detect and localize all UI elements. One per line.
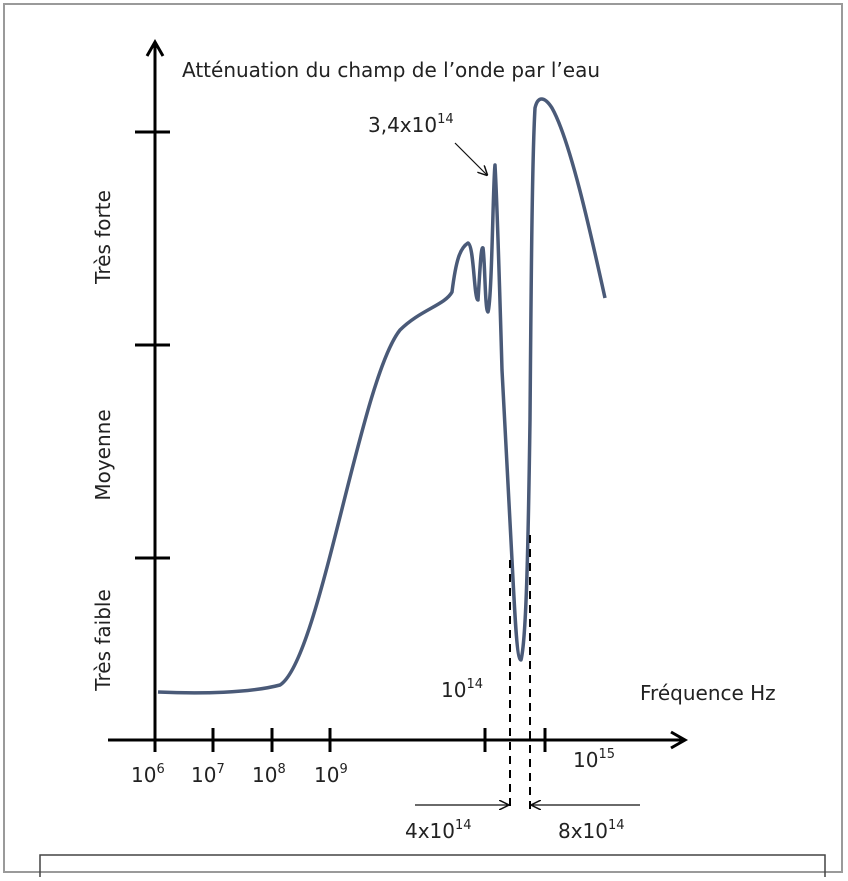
exponent: 14 [455, 818, 472, 833]
x-tick-label: 107 [191, 762, 225, 787]
exponent: 9 [339, 762, 347, 777]
base: 4x10 [405, 819, 455, 843]
x-tick-label: 1015 [573, 747, 615, 772]
x-tick-label: 109 [314, 762, 348, 787]
y-label: Moyenne [91, 409, 115, 500]
base: 10 [314, 763, 339, 787]
exponent: 14 [437, 112, 454, 127]
annotation: 8x1014 [558, 818, 625, 843]
y-label: Très faible [91, 589, 115, 692]
x-axis-label: Fréquence Hz [640, 681, 776, 705]
exponent: 6 [156, 762, 164, 777]
base: 10 [191, 763, 216, 787]
base: 10 [252, 763, 277, 787]
x-tick-label: 1014 [441, 677, 483, 702]
lower-box [39, 854, 826, 877]
base: 8x10 [558, 819, 608, 843]
x-ticks [153, 728, 547, 752]
attenuation-curve [157, 97, 607, 695]
exponent: 14 [466, 677, 483, 692]
arrow [454, 142, 487, 175]
y-ticks [135, 130, 170, 560]
exponent: 8 [277, 762, 285, 777]
x-tick-label: 106 [131, 762, 165, 787]
y-label: Très forte [91, 190, 115, 285]
annotation: 4x1014 [405, 818, 472, 843]
exponent: 7 [216, 762, 224, 777]
annotation: 3,4x1014 [368, 112, 454, 137]
base: 10 [573, 748, 598, 772]
exponent: 14 [608, 818, 625, 833]
x-tick-label: 108 [252, 762, 286, 787]
exponent: 15 [598, 747, 615, 762]
base: 10 [131, 763, 156, 787]
base: 10 [441, 678, 466, 702]
title: Atténuation du champ de l’onde par l’eau [182, 58, 600, 82]
frame [3, 3, 843, 873]
base: 3,4x10 [368, 113, 437, 137]
